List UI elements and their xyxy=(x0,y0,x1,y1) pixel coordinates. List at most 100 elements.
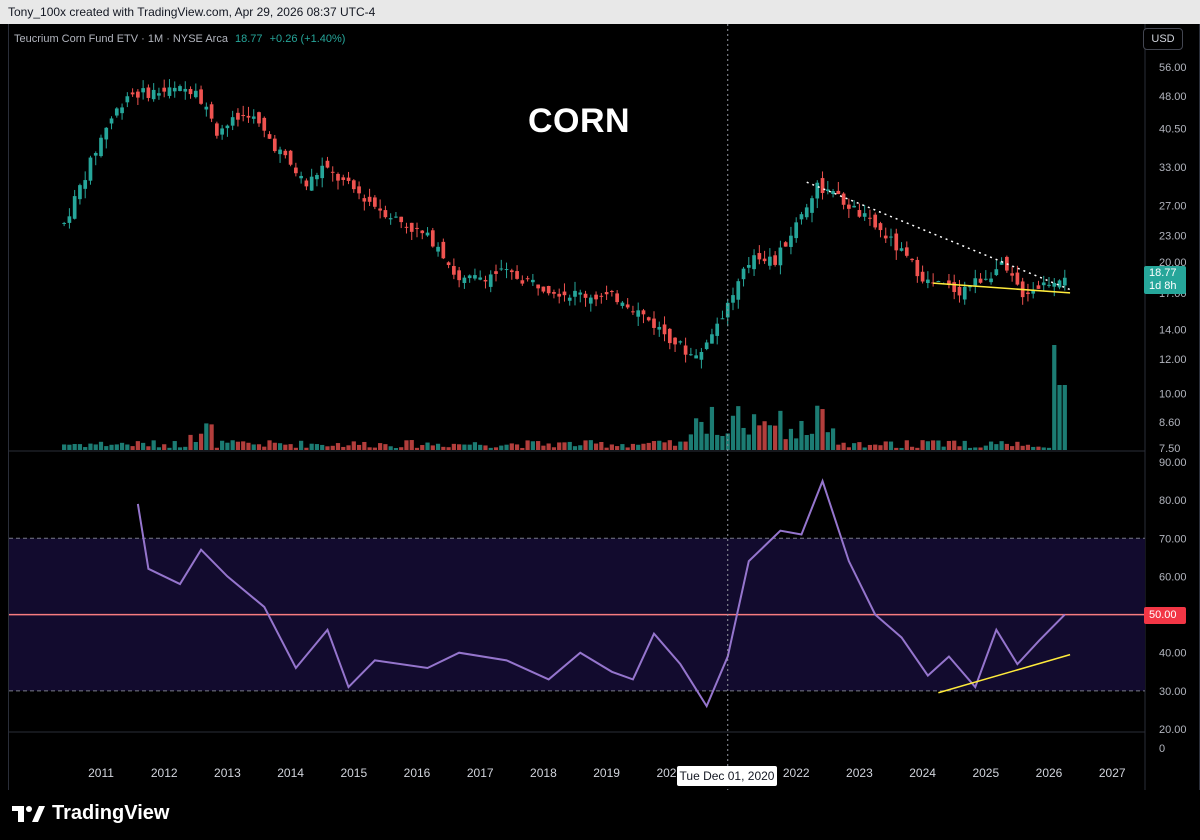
volume-bar xyxy=(472,442,478,450)
volume-bar xyxy=(957,446,962,450)
time-axis-tick: 2015 xyxy=(340,766,367,780)
candle-body xyxy=(557,293,562,297)
volume-bar xyxy=(720,435,725,450)
candle-body xyxy=(588,297,593,304)
candle-body xyxy=(604,292,609,295)
candle-body xyxy=(541,286,546,292)
volume-bar xyxy=(583,440,588,450)
volume-bar xyxy=(488,447,493,450)
candle-body xyxy=(1052,282,1057,287)
candle-body xyxy=(889,236,893,238)
candle-body xyxy=(309,176,314,191)
volume-bar xyxy=(430,445,435,450)
candle-body xyxy=(467,275,472,279)
candle-body xyxy=(120,107,124,114)
volume-bar xyxy=(815,405,820,450)
candle-body xyxy=(957,286,962,296)
volume-bar xyxy=(751,414,757,450)
candle-body xyxy=(873,214,878,228)
price-axis-tick: 10.00 xyxy=(1159,388,1187,400)
volume-bar xyxy=(651,441,657,450)
chart-frame[interactable]: 56.0048.0040.5033.0027.0023.0020.0017.00… xyxy=(8,24,1200,790)
volume-bar xyxy=(151,440,156,450)
candle-body xyxy=(978,278,983,283)
volume-bar xyxy=(541,445,546,450)
candle-body xyxy=(373,197,377,207)
volume-bar xyxy=(999,441,1004,450)
volume-bar xyxy=(188,434,193,450)
volume-bar xyxy=(1062,385,1067,450)
volume-bar xyxy=(952,440,957,450)
time-axis-tick: 2026 xyxy=(1036,766,1063,780)
candle-body xyxy=(947,280,951,285)
candle-body xyxy=(125,96,130,103)
volume-bar xyxy=(330,445,335,450)
candle-body xyxy=(225,125,230,129)
candle-body xyxy=(531,279,535,283)
candle-body xyxy=(778,247,783,266)
time-axis-tick: 2013 xyxy=(214,766,241,780)
volume-bar xyxy=(994,444,999,450)
candle-body xyxy=(741,268,746,280)
currency-button[interactable]: USD xyxy=(1143,28,1183,50)
candle-body xyxy=(462,277,467,283)
volume-bar xyxy=(225,442,230,450)
volume-bar xyxy=(246,442,251,450)
candle-body xyxy=(583,293,588,298)
volume-bar xyxy=(799,420,804,450)
volume-bar xyxy=(609,444,614,450)
candle-body xyxy=(573,290,577,297)
volume-bar xyxy=(156,447,162,450)
volume-bar xyxy=(736,406,741,450)
volume-bar xyxy=(177,447,183,450)
candle-body xyxy=(483,279,488,282)
candle-body xyxy=(710,334,714,344)
chart-canvas[interactable]: 56.0048.0040.5033.0027.0023.0020.0017.00… xyxy=(9,24,1199,790)
volume-bar xyxy=(757,425,762,450)
volume-bar xyxy=(593,443,599,450)
volume-bar xyxy=(852,443,857,450)
time-axis-tick: 2012 xyxy=(151,766,178,780)
volume-bar xyxy=(209,424,214,450)
candle-body xyxy=(199,89,203,104)
candle-body xyxy=(836,190,841,195)
volume-bar xyxy=(588,440,593,450)
tradingview-logo[interactable]: TradingView xyxy=(12,802,169,825)
volume-bar xyxy=(883,441,888,450)
candle-body xyxy=(351,180,356,190)
legend-price: 18.77 xyxy=(235,33,263,45)
candle-body xyxy=(857,210,862,217)
time-axis-tick: 2019 xyxy=(593,766,620,780)
volume-bar xyxy=(683,441,688,450)
candle-body xyxy=(831,191,835,195)
candle-body xyxy=(689,354,693,356)
candle-body xyxy=(841,193,846,205)
symbol-legend[interactable]: Teucrium Corn Fund ETV · 1M · NYSE Arca … xyxy=(14,33,345,45)
candle-body xyxy=(815,182,820,199)
volume-bar xyxy=(936,440,941,450)
volume-bar xyxy=(551,447,557,450)
price-axis-tick: 40.50 xyxy=(1159,123,1187,135)
volume-bar xyxy=(356,444,362,450)
candle-body xyxy=(931,282,935,284)
volume-bar xyxy=(888,441,894,450)
candle-body xyxy=(731,295,735,303)
candle-body xyxy=(509,270,514,273)
footer xyxy=(0,790,1200,840)
volume-bar xyxy=(483,445,488,450)
candle-body xyxy=(130,92,135,95)
volume-bar xyxy=(162,444,167,450)
symbol-name[interactable]: Teucrium Corn Fund ETV · 1M · NYSE Arca xyxy=(14,33,228,45)
rsi-level-badge: 50.00 xyxy=(1144,607,1186,624)
price-axis-tick: 56.00 xyxy=(1159,62,1187,74)
candle-body xyxy=(989,278,993,283)
candle-body xyxy=(267,134,272,139)
candle-body xyxy=(415,227,419,229)
volume-bar xyxy=(457,444,462,450)
candle-body xyxy=(494,271,498,274)
volume-bar xyxy=(378,443,383,450)
candle-body xyxy=(409,222,414,232)
candle-body xyxy=(246,115,251,118)
volume-bar xyxy=(420,445,425,450)
volume-bar xyxy=(404,440,409,450)
